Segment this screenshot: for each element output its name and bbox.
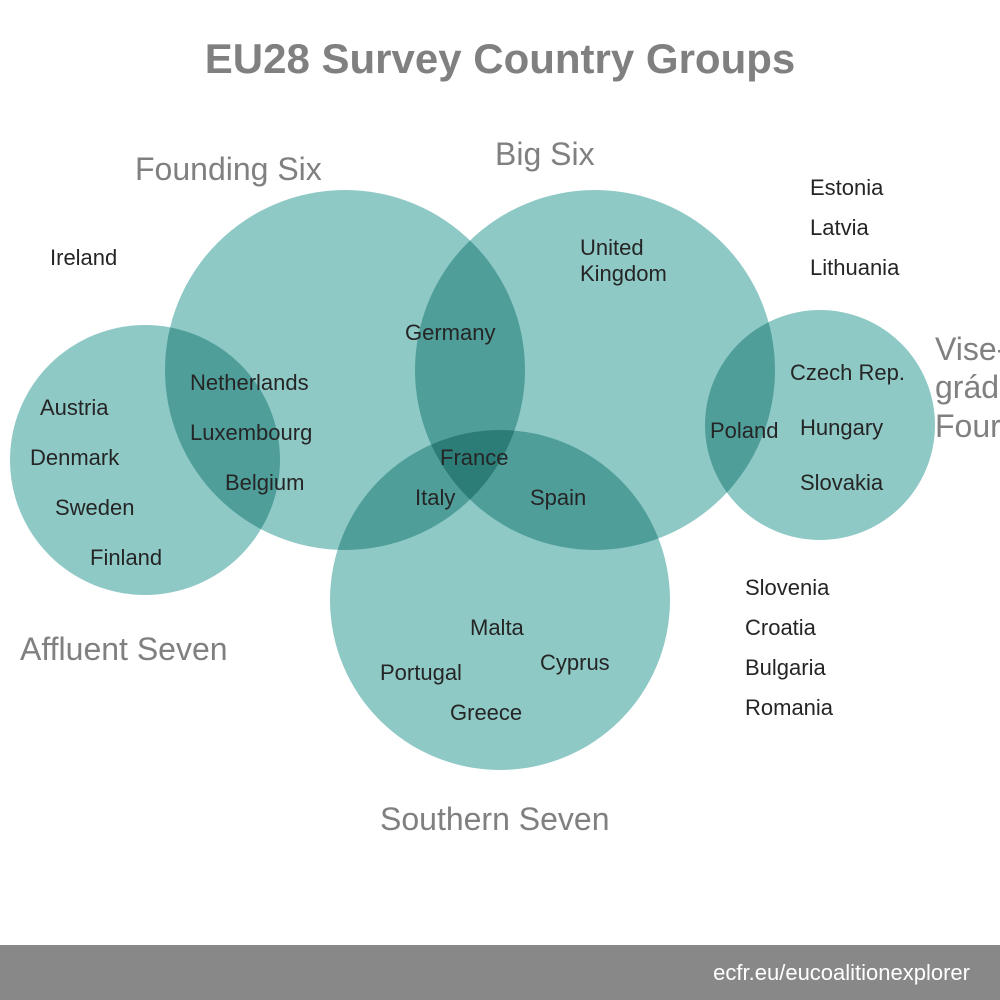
footer-link: ecfr.eu/eucoalitionexplorer	[713, 960, 970, 986]
country-lithuania: Lithuania	[810, 255, 899, 281]
country-luxembourg: Luxembourg	[190, 420, 312, 446]
country-finland: Finland	[90, 545, 162, 571]
country-germany: Germany	[405, 320, 495, 346]
country-france: France	[440, 445, 508, 471]
label-visegrad-four: Vise- grád Four	[935, 330, 1000, 445]
country-estonia: Estonia	[810, 175, 883, 201]
country-portugal: Portugal	[380, 660, 462, 686]
country-czech-rep: Czech Rep.	[790, 360, 905, 386]
country-denmark: Denmark	[30, 445, 119, 471]
country-croatia: Croatia	[745, 615, 816, 641]
country-greece: Greece	[450, 700, 522, 726]
country-united-kingdom: United Kingdom	[580, 235, 667, 288]
country-ireland: Ireland	[50, 245, 117, 271]
country-netherlands: Netherlands	[190, 370, 309, 396]
country-bulgaria: Bulgaria	[745, 655, 826, 681]
country-romania: Romania	[745, 695, 833, 721]
country-austria: Austria	[40, 395, 108, 421]
country-poland: Poland	[710, 418, 779, 444]
label-founding-six: Founding Six	[135, 150, 322, 188]
country-latvia: Latvia	[810, 215, 869, 241]
label-southern-seven: Southern Seven	[380, 800, 610, 838]
footer-bar: ecfr.eu/eucoalitionexplorer	[0, 945, 1000, 1000]
label-affluent-seven: Affluent Seven	[20, 630, 228, 668]
country-belgium: Belgium	[225, 470, 304, 496]
country-italy: Italy	[415, 485, 455, 511]
country-slovakia: Slovakia	[800, 470, 883, 496]
venn-diagram: Founding Six Big Six Affluent Seven Sout…	[0, 0, 1000, 1000]
country-slovenia: Slovenia	[745, 575, 829, 601]
country-hungary: Hungary	[800, 415, 883, 441]
label-big-six: Big Six	[495, 135, 595, 173]
country-cyprus: Cyprus	[540, 650, 610, 676]
country-sweden: Sweden	[55, 495, 135, 521]
country-spain: Spain	[530, 485, 586, 511]
country-malta: Malta	[470, 615, 524, 641]
